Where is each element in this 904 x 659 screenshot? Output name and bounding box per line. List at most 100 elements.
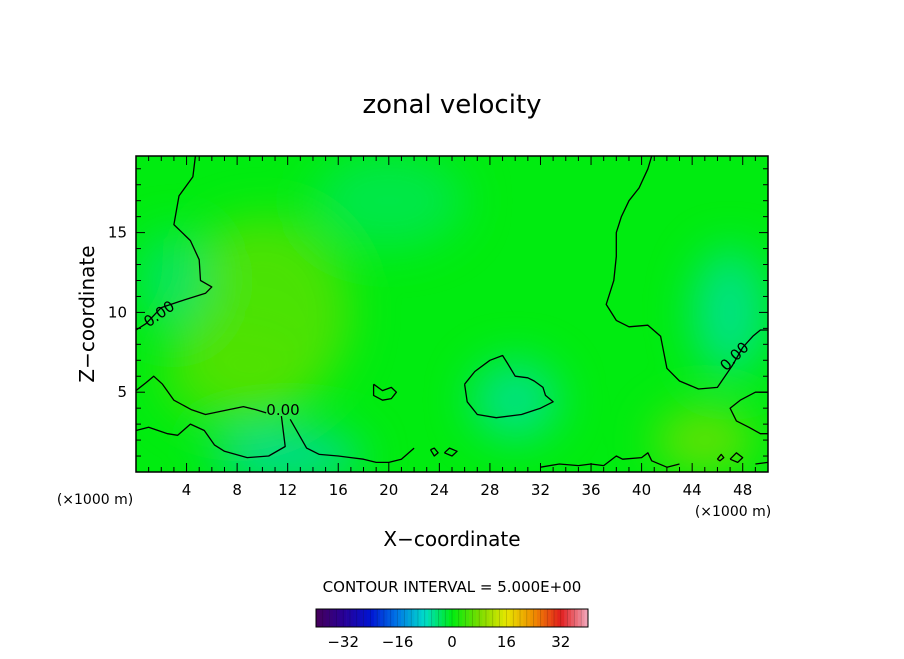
colorbar-cell xyxy=(339,609,344,627)
colorbar-cell xyxy=(435,609,439,627)
colorbar-cell xyxy=(537,609,541,627)
colorbar-cell xyxy=(564,609,568,627)
colorbar-cell xyxy=(316,609,320,627)
colorbar-cell xyxy=(384,609,388,627)
colorbar-cell xyxy=(394,609,398,627)
colorbar-cell xyxy=(380,609,385,627)
field-blob xyxy=(312,156,465,249)
colorbar-tick-label: 16 xyxy=(497,633,516,651)
x-unit-label-left: (×1000 m) xyxy=(57,492,133,508)
colorbar-cell xyxy=(496,609,500,627)
x-tick-label: 36 xyxy=(581,481,600,499)
colorbar-cell xyxy=(363,609,368,627)
colorbar-cell xyxy=(343,609,347,627)
colorbar-cell xyxy=(421,609,426,627)
colorbar-cell xyxy=(431,609,436,627)
zero-contour-line xyxy=(605,156,768,390)
zero-contours xyxy=(136,156,768,468)
x-tick-label: 28 xyxy=(480,481,499,499)
zero-contour-line xyxy=(755,461,768,465)
zero-contour-line xyxy=(443,447,458,457)
colorbar-cell xyxy=(520,609,524,627)
colorbar-cell xyxy=(414,609,419,627)
colorbar-tick-label: −16 xyxy=(382,633,414,651)
colorbar-cell xyxy=(356,609,361,627)
colorbar-cell xyxy=(482,609,487,627)
colorbar-cell xyxy=(465,609,470,627)
zero-contour-line xyxy=(289,418,415,464)
colorbar-cell xyxy=(377,609,381,627)
colorbar-cell xyxy=(489,609,494,627)
colorbar-cell xyxy=(407,609,412,627)
zero-contour-line xyxy=(136,375,267,416)
colorbar-cell xyxy=(479,609,483,627)
colorbar-cell xyxy=(513,609,517,627)
colorbar-cell xyxy=(492,609,497,627)
colorbar-cell xyxy=(523,609,528,627)
colorbar-cell xyxy=(441,609,446,627)
colorbar-cell xyxy=(533,609,538,627)
colorbar-cell xyxy=(333,609,337,627)
colorbar-cell xyxy=(567,609,572,627)
colorbar-cell xyxy=(452,609,456,627)
colorbar-cell xyxy=(577,609,582,627)
colorbar-cell xyxy=(329,609,334,627)
field-blob xyxy=(136,232,212,329)
plot-area xyxy=(135,155,769,473)
colorbar-cell xyxy=(319,609,324,627)
colorbar-cell xyxy=(472,609,477,627)
colorbar-cell xyxy=(509,609,514,627)
colorbar-cell xyxy=(353,609,358,627)
colorbar-cell xyxy=(475,609,480,627)
x-tick-label: 16 xyxy=(329,481,348,499)
colorbar-cell xyxy=(370,609,375,627)
colorbar-labels: −32 −16 0 16 32 xyxy=(327,633,570,651)
colorbar-cell xyxy=(326,609,330,627)
field-blobs xyxy=(136,156,768,472)
zero-contour-line xyxy=(429,447,439,457)
zero-contour-line xyxy=(729,452,744,464)
colorbar-cell xyxy=(557,609,562,627)
colorbar-cell xyxy=(543,609,548,627)
colorbar-cell xyxy=(387,609,392,627)
colorbar-cell xyxy=(516,609,521,627)
colorbar-cell xyxy=(462,609,466,627)
colorbar-cell xyxy=(530,609,534,627)
y-tick-labels: 5 10 15 xyxy=(108,224,127,402)
y-tick-label: 5 xyxy=(117,383,127,401)
colorbar-tick-label: −32 xyxy=(327,633,359,651)
colorbar-cell xyxy=(418,609,422,627)
field-blob xyxy=(470,360,560,441)
zero-contour-line xyxy=(729,391,768,435)
x-tick-label: 4 xyxy=(182,481,192,499)
colorbar-cell xyxy=(550,609,555,627)
colorbar-cell xyxy=(547,609,551,627)
colorbar-cell xyxy=(526,609,531,627)
colorbar-cell xyxy=(438,609,443,627)
colorbar-cell xyxy=(506,609,511,627)
colorbar-cells xyxy=(315,609,589,627)
colorbar-cell xyxy=(404,609,409,627)
frame-ticks xyxy=(136,156,768,472)
zero-contour-line xyxy=(463,354,554,419)
colorbar-cell xyxy=(560,609,565,627)
colorbar-cell xyxy=(571,609,575,627)
x-tick-label: 44 xyxy=(683,481,702,499)
x-tick-label: 20 xyxy=(379,481,398,499)
colorbar-cell xyxy=(360,609,364,627)
field-blob xyxy=(211,432,364,472)
x-tick-labels: 4 8 12 16 20 24 28 32 36 40 44 48 xyxy=(182,481,752,499)
zero-contour-line xyxy=(136,156,213,331)
field-blob xyxy=(654,408,756,472)
colorbar-cell xyxy=(499,609,504,627)
colorbar-tick-label: 0 xyxy=(447,633,457,651)
y-tick-label: 10 xyxy=(108,303,127,321)
colorbar-tick-label: 32 xyxy=(551,633,570,651)
x-tick-label: 32 xyxy=(531,481,550,499)
colorbar-cell xyxy=(424,609,429,627)
colorbar-cell xyxy=(411,609,415,627)
x-axis-label: X−coordinate xyxy=(383,527,520,551)
colorbar-cell xyxy=(486,609,490,627)
x-tick-label: 12 xyxy=(278,481,297,499)
zero-contour-line xyxy=(716,453,725,462)
